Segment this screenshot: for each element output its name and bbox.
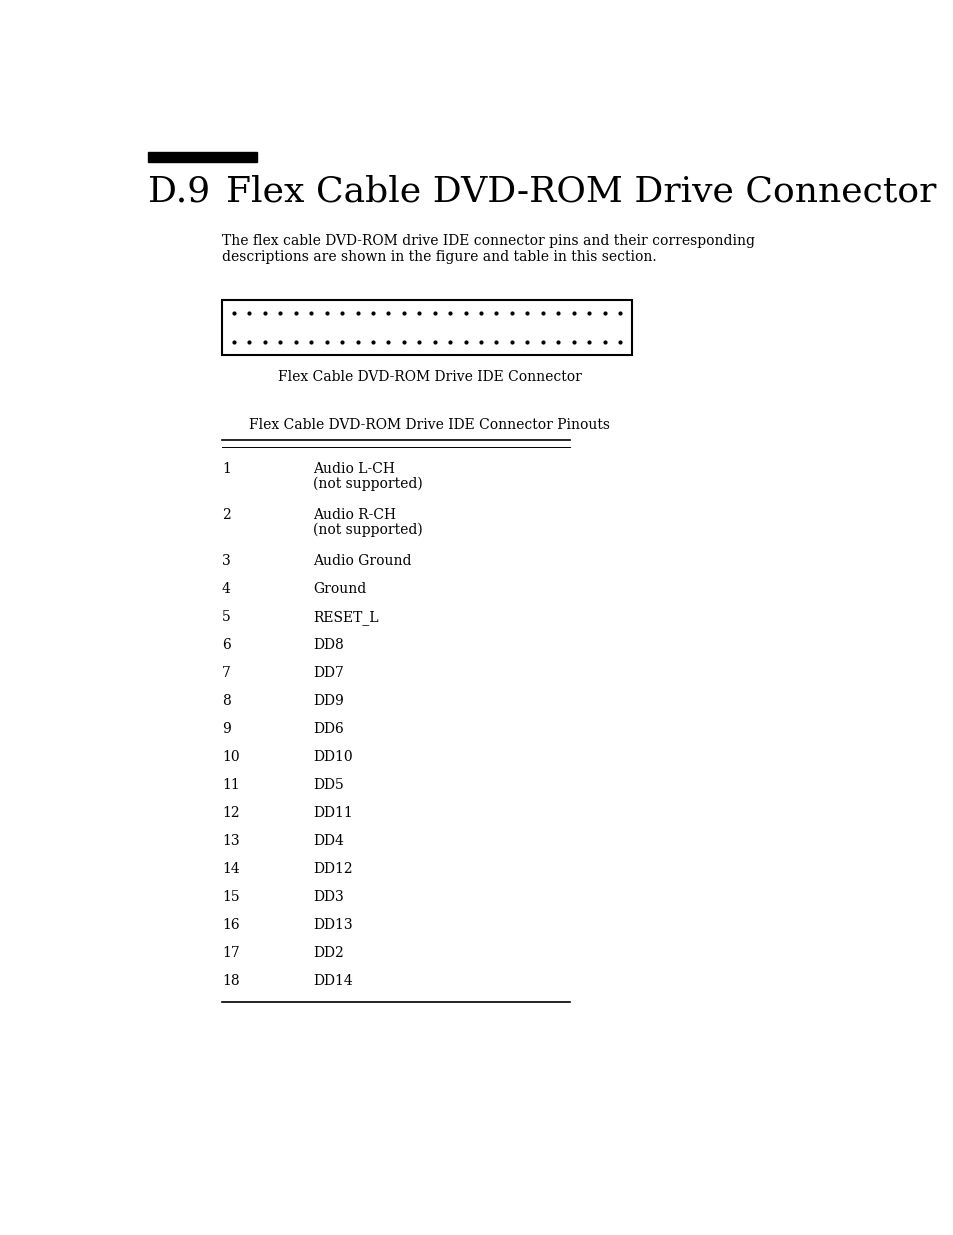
Text: (not supported): (not supported) [313, 522, 422, 537]
Text: 12: 12 [222, 806, 239, 820]
Text: (not supported): (not supported) [313, 477, 422, 492]
Text: descriptions are shown in the figure and table in this section.: descriptions are shown in the figure and… [222, 249, 656, 264]
Text: DD11: DD11 [313, 806, 353, 820]
Text: DD10: DD10 [313, 750, 353, 764]
Text: RESET_L: RESET_L [313, 610, 378, 625]
Text: Audio L-CH: Audio L-CH [313, 462, 395, 475]
Text: The flex cable DVD-ROM drive IDE connector pins and their corresponding: The flex cable DVD-ROM drive IDE connect… [222, 233, 754, 248]
Text: DD2: DD2 [313, 946, 343, 960]
Text: 1: 1 [222, 462, 231, 475]
Text: 16: 16 [222, 918, 239, 932]
Text: DD7: DD7 [313, 666, 343, 680]
Text: DD13: DD13 [313, 918, 353, 932]
Text: D.9: D.9 [148, 175, 210, 209]
Text: DD6: DD6 [313, 722, 343, 736]
Text: Flex Cable DVD-ROM Drive Connector: Flex Cable DVD-ROM Drive Connector [226, 175, 936, 209]
Text: 6: 6 [222, 638, 231, 652]
Text: 15: 15 [222, 890, 239, 904]
Bar [222, 300, 631, 354]
Text: Flex Cable DVD-ROM Drive IDE Connector: Flex Cable DVD-ROM Drive IDE Connector [277, 370, 581, 384]
Text: DD8: DD8 [313, 638, 343, 652]
Text: 13: 13 [222, 834, 239, 848]
Text: 8: 8 [222, 694, 231, 708]
Text: DD5: DD5 [313, 778, 343, 792]
Text: 14: 14 [222, 862, 239, 876]
Text: DD12: DD12 [313, 862, 353, 876]
Text: DD4: DD4 [313, 834, 343, 848]
Text: 9: 9 [222, 722, 231, 736]
Text: 7: 7 [222, 666, 231, 680]
Text: 5: 5 [222, 610, 231, 624]
Text: 17: 17 [222, 946, 239, 960]
Text: Flex Cable DVD-ROM Drive IDE Connector Pinouts: Flex Cable DVD-ROM Drive IDE Connector P… [250, 417, 610, 432]
Bar [148, 152, 256, 162]
Text: DD3: DD3 [313, 890, 343, 904]
Text: 2: 2 [222, 508, 231, 522]
Text: 10: 10 [222, 750, 239, 764]
Text: 3: 3 [222, 555, 231, 568]
Text: 18: 18 [222, 974, 239, 988]
Text: DD9: DD9 [313, 694, 343, 708]
Text: 4: 4 [222, 582, 231, 597]
Text: Audio Ground: Audio Ground [313, 555, 411, 568]
Text: Audio R-CH: Audio R-CH [313, 508, 395, 522]
Text: DD14: DD14 [313, 974, 353, 988]
Text: Ground: Ground [313, 582, 366, 597]
Text: 11: 11 [222, 778, 239, 792]
